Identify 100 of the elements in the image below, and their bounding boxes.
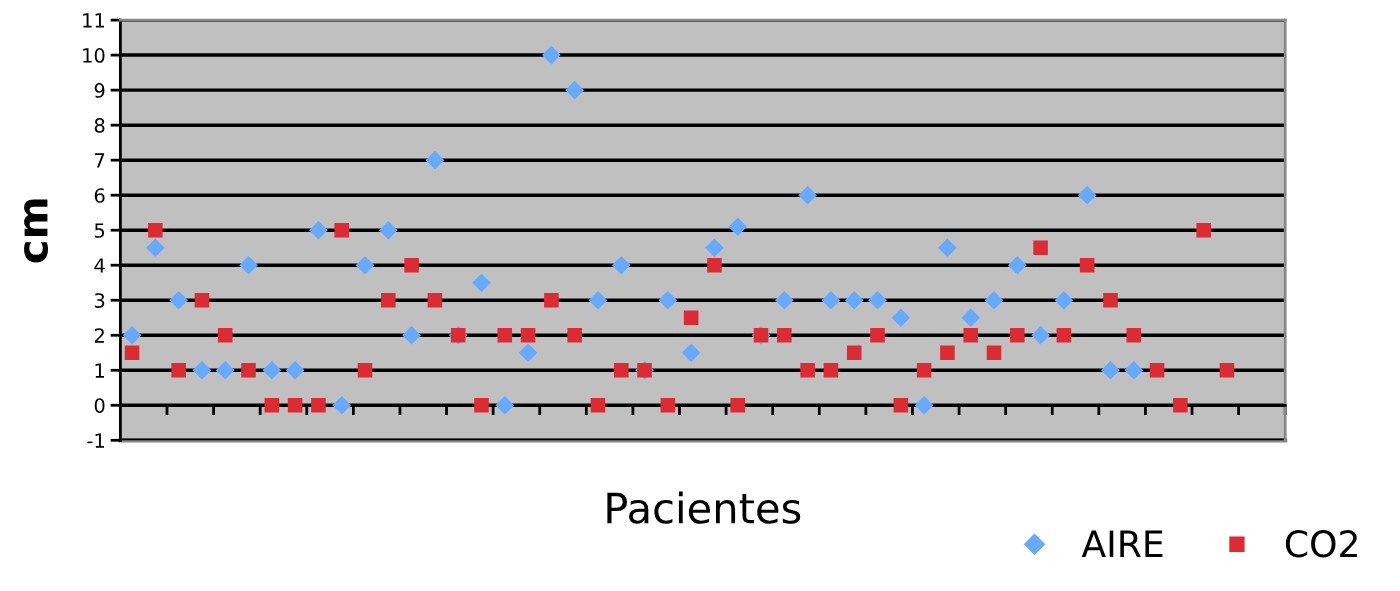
point	[239, 255, 258, 275]
point	[355, 255, 375, 275]
point	[311, 397, 326, 413]
point	[611, 255, 631, 275]
point	[334, 222, 349, 238]
point	[378, 220, 398, 240]
point	[821, 290, 841, 310]
point	[1031, 325, 1050, 345]
point	[891, 308, 911, 328]
point	[705, 238, 724, 258]
point	[683, 310, 699, 326]
point	[1077, 185, 1097, 205]
y-tick-label: 2	[94, 328, 104, 343]
y-tick-label: 9	[94, 83, 105, 98]
point	[262, 360, 282, 380]
y-tick-label: 0	[94, 398, 105, 413]
point	[518, 343, 538, 363]
point	[567, 327, 582, 343]
point	[1056, 327, 1072, 343]
point	[472, 273, 491, 293]
point	[148, 222, 163, 238]
point	[823, 362, 839, 378]
point	[1219, 362, 1235, 378]
point	[495, 395, 515, 415]
point	[381, 292, 396, 308]
point	[1124, 360, 1144, 380]
point	[192, 360, 212, 380]
point	[402, 325, 421, 345]
point	[171, 362, 186, 378]
point	[1054, 290, 1074, 310]
point	[542, 45, 561, 65]
point	[658, 290, 678, 310]
point	[1010, 327, 1025, 343]
y-tick-label: 6	[94, 188, 105, 203]
point	[707, 257, 722, 273]
point	[984, 290, 1004, 310]
point	[122, 325, 142, 345]
point	[520, 327, 536, 343]
point	[681, 343, 701, 363]
y-tick-label: -1	[87, 433, 105, 448]
point	[217, 327, 233, 343]
y-tick-label: 8	[94, 118, 105, 133]
y-tick-label: 11	[83, 13, 105, 28]
y-tick-label: 10	[83, 48, 105, 63]
point	[588, 290, 608, 310]
point	[285, 360, 305, 380]
point	[241, 362, 256, 378]
point	[169, 290, 188, 310]
point	[1103, 292, 1118, 308]
point	[427, 292, 443, 308]
point	[870, 327, 885, 343]
point	[357, 362, 373, 378]
point	[963, 327, 978, 343]
point	[728, 217, 748, 237]
point	[893, 397, 909, 413]
point	[146, 238, 165, 258]
point	[287, 397, 303, 413]
point	[777, 327, 792, 343]
point	[264, 397, 280, 413]
point	[844, 290, 864, 310]
x-axis-title: Pacientes	[607, 491, 801, 524]
point	[986, 345, 1002, 361]
point	[215, 360, 235, 380]
point	[938, 238, 957, 258]
point	[425, 150, 445, 170]
legend-label: CO2	[1285, 530, 1357, 558]
point	[544, 292, 559, 308]
point	[868, 290, 887, 310]
point	[124, 345, 140, 361]
point	[1079, 257, 1095, 273]
point	[1101, 360, 1120, 380]
point	[309, 220, 328, 240]
point	[916, 362, 932, 378]
point	[613, 362, 629, 378]
point	[194, 292, 210, 308]
y-tick-label: 5	[94, 223, 105, 238]
point	[1149, 362, 1165, 378]
point	[565, 80, 584, 100]
point	[914, 395, 934, 415]
point	[1033, 240, 1048, 255]
y-tick-label: 1	[95, 363, 105, 378]
point	[961, 308, 981, 328]
point	[730, 397, 746, 413]
point	[1196, 222, 1211, 238]
point	[497, 327, 513, 343]
point	[846, 345, 862, 361]
y-tick-label: 4	[94, 258, 105, 273]
point	[332, 395, 352, 415]
point	[1126, 327, 1142, 343]
point	[800, 362, 815, 378]
point	[1007, 255, 1027, 275]
legend-label: AIRE	[1081, 530, 1163, 557]
point	[660, 397, 676, 413]
point	[590, 397, 606, 413]
point	[1173, 397, 1188, 413]
point	[474, 397, 489, 413]
point	[775, 290, 794, 310]
y-tick-label: 3	[94, 293, 105, 308]
y-tick-label: 7	[95, 153, 105, 168]
y-axis-title: cm	[24, 199, 48, 263]
